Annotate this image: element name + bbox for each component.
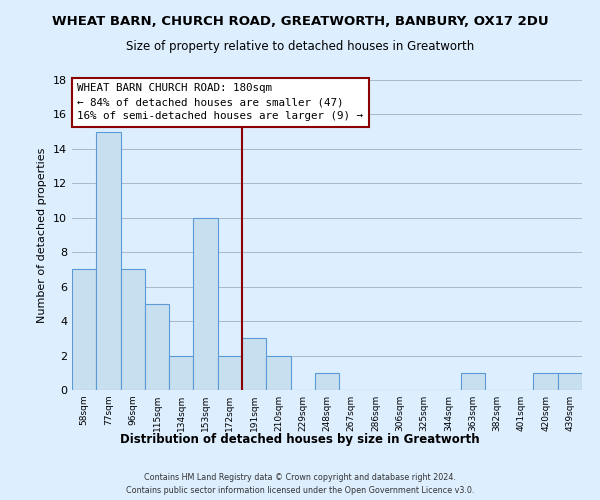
Text: Contains HM Land Registry data © Crown copyright and database right 2024.: Contains HM Land Registry data © Crown c… [144,472,456,482]
Bar [315,373,339,390]
Text: Contains public sector information licensed under the Open Government Licence v3: Contains public sector information licen… [126,486,474,495]
Bar [266,356,290,390]
Bar [558,373,582,390]
Text: WHEAT BARN CHURCH ROAD: 180sqm
← 84% of detached houses are smaller (47)
16% of : WHEAT BARN CHURCH ROAD: 180sqm ← 84% of … [77,83,363,121]
Bar [461,373,485,390]
Bar [533,373,558,390]
Bar [193,218,218,390]
Y-axis label: Number of detached properties: Number of detached properties [37,148,47,322]
Bar [121,270,145,390]
Bar [145,304,169,390]
Text: WHEAT BARN, CHURCH ROAD, GREATWORTH, BANBURY, OX17 2DU: WHEAT BARN, CHURCH ROAD, GREATWORTH, BAN… [52,15,548,28]
Bar [169,356,193,390]
Bar [72,270,96,390]
Text: Size of property relative to detached houses in Greatworth: Size of property relative to detached ho… [126,40,474,53]
Bar [96,132,121,390]
Bar [218,356,242,390]
Text: Distribution of detached houses by size in Greatworth: Distribution of detached houses by size … [120,432,480,446]
Bar [242,338,266,390]
